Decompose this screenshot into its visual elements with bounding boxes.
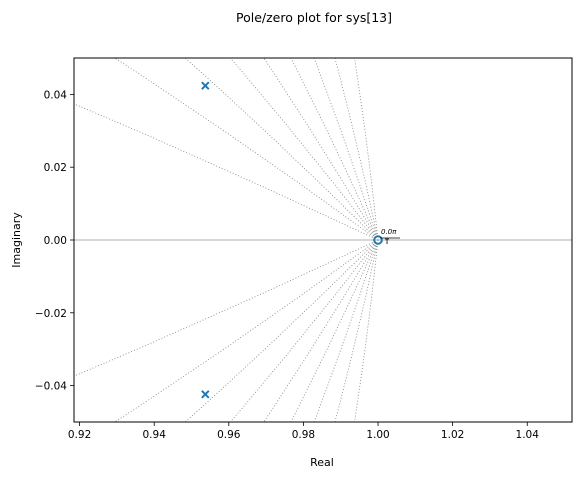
grid-annotation-label: 0.0π xyxy=(381,228,397,236)
damping-grid-line xyxy=(74,103,379,241)
x-tick-label: 0.96 xyxy=(217,429,241,441)
damping-grid-line xyxy=(354,58,379,241)
damping-grid-line xyxy=(229,239,379,422)
x-tick-label: 0.94 xyxy=(143,429,167,441)
damping-grid-line xyxy=(334,58,379,241)
damping-grid-line xyxy=(290,58,379,241)
x-tick-label: 1.00 xyxy=(366,429,389,441)
damping-grid-line xyxy=(313,239,379,422)
damping-grid-line xyxy=(313,58,379,241)
frequency-grid-line xyxy=(0,240,195,478)
damping-grid-line xyxy=(263,58,379,241)
pole-marker xyxy=(201,390,210,399)
damping-grid-line xyxy=(184,58,379,241)
annotation-tick xyxy=(385,238,390,244)
damping-grid-line xyxy=(334,239,379,422)
damping-grid-line xyxy=(354,239,379,422)
chart-title: Pole/zero plot for sys[13] xyxy=(236,10,392,25)
y-axis-ticks: 0.04 0.02 0.00 −0.02 −0.04 xyxy=(35,89,74,393)
damping-grid-line xyxy=(290,239,379,422)
x-tick-label: 0.98 xyxy=(292,429,315,441)
marks: 0.0π xyxy=(201,81,401,399)
x-axis-label: Real xyxy=(310,456,334,469)
x-tick-label: 0.92 xyxy=(68,429,91,441)
y-tick-label: −0.04 xyxy=(35,381,67,393)
x-tick-label: 1.02 xyxy=(441,429,464,441)
y-tick-label: 0.04 xyxy=(44,89,68,101)
damping-grid-line xyxy=(74,239,379,377)
pole-marker xyxy=(201,81,210,90)
damping-grid-line xyxy=(263,239,379,422)
damping-grid-line xyxy=(184,239,379,422)
x-tick-label: 1.04 xyxy=(516,429,540,441)
damping-grid-line xyxy=(229,58,379,241)
damping-grid-line xyxy=(114,58,379,241)
zero-marker xyxy=(373,235,383,245)
x-axis-ticks: 0.92 0.94 0.96 0.98 1.00 1.02 1.04 xyxy=(68,422,539,441)
y-tick-label: 0.00 xyxy=(44,235,67,247)
y-tick-label: 0.02 xyxy=(44,162,67,174)
frequency-grid-line xyxy=(0,0,195,240)
y-tick-label: −0.02 xyxy=(35,308,67,320)
damping-grid-line xyxy=(114,239,379,422)
y-axis-label: Imaginary xyxy=(10,212,23,268)
